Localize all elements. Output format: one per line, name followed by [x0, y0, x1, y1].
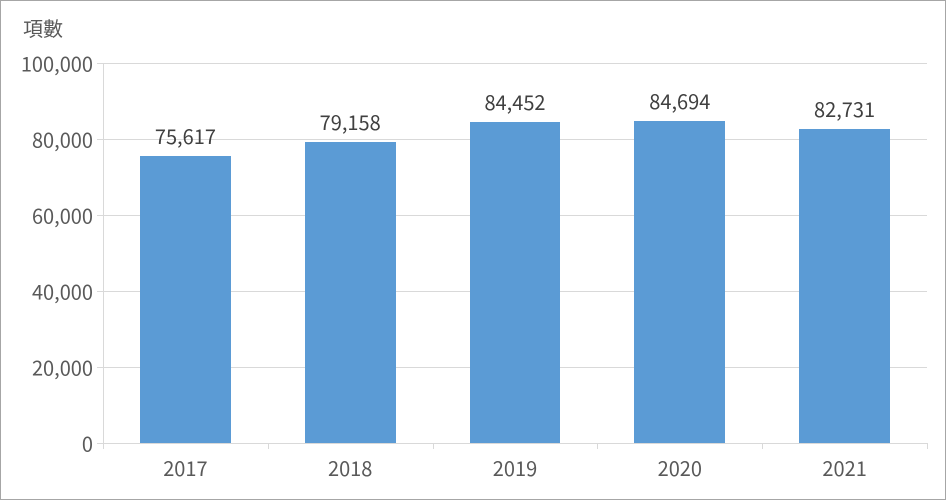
bar-value-label: 79,158 [320, 107, 381, 136]
x-tick-mark [268, 443, 269, 449]
grid-line [103, 63, 927, 64]
x-tick-mark [103, 443, 104, 449]
x-tick-label: 2021 [822, 453, 866, 482]
plot-area: 020,00040,00060,00080,000100,00075,61720… [103, 63, 927, 443]
x-tick-label: 2017 [163, 453, 207, 482]
bar: 79,158 [305, 142, 396, 443]
y-tick-label: 60,000 [32, 201, 93, 230]
y-tick-label: 20,000 [32, 353, 93, 382]
bar-value-label: 84,452 [484, 87, 545, 116]
grid-line [103, 443, 927, 444]
x-tick-mark [597, 443, 598, 449]
bar-value-label: 75,617 [155, 121, 216, 150]
y-axis-line [103, 63, 104, 443]
x-tick-mark [762, 443, 763, 449]
y-axis-title: 項數 [23, 13, 63, 42]
bar-value-label: 82,731 [814, 94, 875, 123]
bar: 84,694 [634, 121, 725, 443]
x-tick-label: 2018 [328, 453, 372, 482]
bar: 82,731 [799, 129, 890, 443]
y-tick-label: 40,000 [32, 277, 93, 306]
y-tick-label: 80,000 [32, 125, 93, 154]
y-tick-label: 100,000 [21, 49, 93, 78]
bar: 84,452 [470, 122, 561, 443]
chart-container: 項數 020,00040,00060,00080,000100,00075,61… [0, 0, 946, 500]
bar: 75,617 [140, 156, 231, 443]
x-tick-mark [927, 443, 928, 449]
x-tick-label: 2019 [493, 453, 537, 482]
x-tick-label: 2020 [658, 453, 702, 482]
bar-value-label: 84,694 [649, 86, 710, 115]
x-tick-mark [433, 443, 434, 449]
y-tick-label: 0 [82, 429, 93, 458]
